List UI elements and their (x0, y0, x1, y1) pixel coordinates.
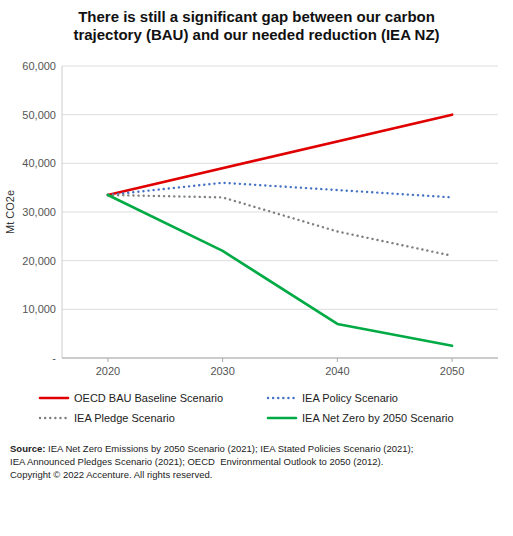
x-tick (107, 358, 108, 362)
title: There is still a significant gap between… (73, 8, 439, 43)
series-line (108, 115, 452, 195)
x-axis-line (62, 358, 498, 359)
x-tick (452, 358, 453, 362)
y-tick-label: 10,000 (22, 303, 56, 315)
grid-line (62, 260, 498, 261)
source-text: IEA Net Zero Emissions by 2050 Scenario … (10, 443, 413, 480)
x-tick (337, 358, 338, 362)
legend-label: IEA Policy Scenario (302, 392, 398, 404)
x-tick (222, 358, 223, 362)
grid-line (62, 114, 498, 115)
legend-label: OECD BAU Baseline Scenario (74, 392, 223, 404)
x-tick-label: 2050 (440, 365, 464, 377)
lines (108, 115, 452, 346)
x-tick-label: 2020 (96, 365, 120, 377)
legend-swatch (268, 417, 296, 420)
grid-line (62, 309, 498, 310)
grid-line (62, 212, 498, 213)
y-tick-label: 40,000 (22, 157, 56, 169)
source: Source: IEA Net Zero Emissions by 2050 S… (10, 443, 413, 480)
y-tick-label: 20,000 (22, 255, 56, 267)
legend-label: IEA Pledge Scenario (74, 412, 175, 424)
y-tick-label: - (52, 352, 56, 364)
legend: OECD BAU Baseline Scenario IEA Policy Sce… (40, 392, 454, 424)
x-tick-label: 2040 (325, 365, 349, 377)
grid (62, 66, 498, 358)
legend-swatch (268, 397, 296, 399)
legend-swatch (40, 397, 68, 400)
y-tick-label: 50,000 (22, 109, 56, 121)
legend-label: IEA Net Zero by 2050 Scenario (302, 412, 454, 424)
series-line (108, 195, 452, 346)
y-axis-line (62, 66, 63, 358)
y-axis-label: Mt CO2e (4, 190, 16, 234)
y-tick-label: 30,000 (22, 206, 56, 218)
chart: There is still a significant gap between… (0, 0, 513, 536)
x-tick-label: 2030 (210, 365, 234, 377)
y-tick-label: 60,000 (22, 60, 56, 72)
grid-line (62, 358, 498, 359)
legend-swatch (40, 417, 68, 419)
grid-line (62, 163, 498, 164)
source-label: Source: (10, 443, 45, 454)
grid-line (62, 66, 498, 67)
series-line (108, 195, 452, 256)
